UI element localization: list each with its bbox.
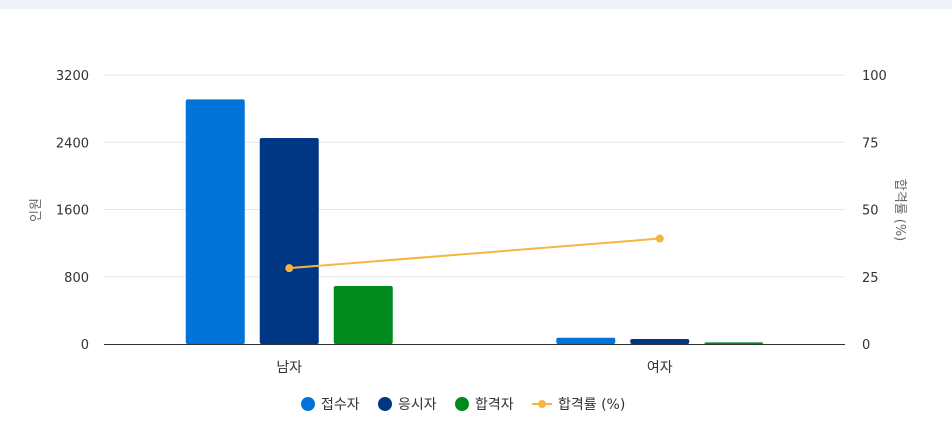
bar[interactable] (556, 337, 616, 344)
axes: 0 800 1600 2400 3200 0 25 50 75 100 남자 여자 (56, 69, 887, 376)
bar[interactable] (185, 99, 245, 344)
rate-line (285, 234, 664, 273)
y-right-tick-label: 75 (862, 136, 879, 151)
legend-label: 접수자 (321, 397, 360, 413)
legend-item[interactable]: 합격률 (%) (532, 397, 625, 413)
y-axis-left-title: 인원 (29, 198, 44, 222)
x-category-label: 여자 (647, 360, 673, 376)
bar[interactable] (259, 138, 319, 344)
line-point[interactable] (655, 234, 664, 243)
bar[interactable] (333, 285, 393, 344)
bar[interactable] (704, 342, 764, 344)
y-left-tick-label: 0 (81, 338, 89, 353)
top-strip (0, 0, 952, 9)
y-right-tick-label: 50 (862, 204, 879, 219)
y-right-tick-label: 0 (862, 338, 870, 353)
legend-item[interactable]: 접수자 (301, 397, 360, 413)
legend-label: 합격자 (475, 397, 514, 413)
y-right-tick-label: 25 (862, 271, 879, 286)
legend: 접수자 응시자 합격자 합격률 (%) (301, 397, 625, 413)
y-left-tick-label: 2400 (56, 136, 89, 151)
y-left-tick-label: 1600 (56, 204, 89, 219)
bar[interactable] (630, 338, 690, 344)
x-category-label: 남자 (276, 360, 302, 376)
y-left-tick-label: 800 (64, 271, 89, 286)
bars (185, 99, 764, 344)
legend-label: 응시자 (398, 397, 437, 413)
y-left-tick-label: 3200 (56, 69, 89, 84)
y-right-tick-label: 100 (862, 69, 887, 84)
legend-item[interactable]: 합격자 (455, 397, 514, 413)
legend-item[interactable]: 응시자 (378, 397, 437, 413)
line-point[interactable] (285, 264, 294, 273)
y-axis-right-title: 합격률 (%) (892, 179, 907, 242)
line-series (289, 237, 660, 270)
legend-label: 합격률 (%) (558, 397, 625, 413)
